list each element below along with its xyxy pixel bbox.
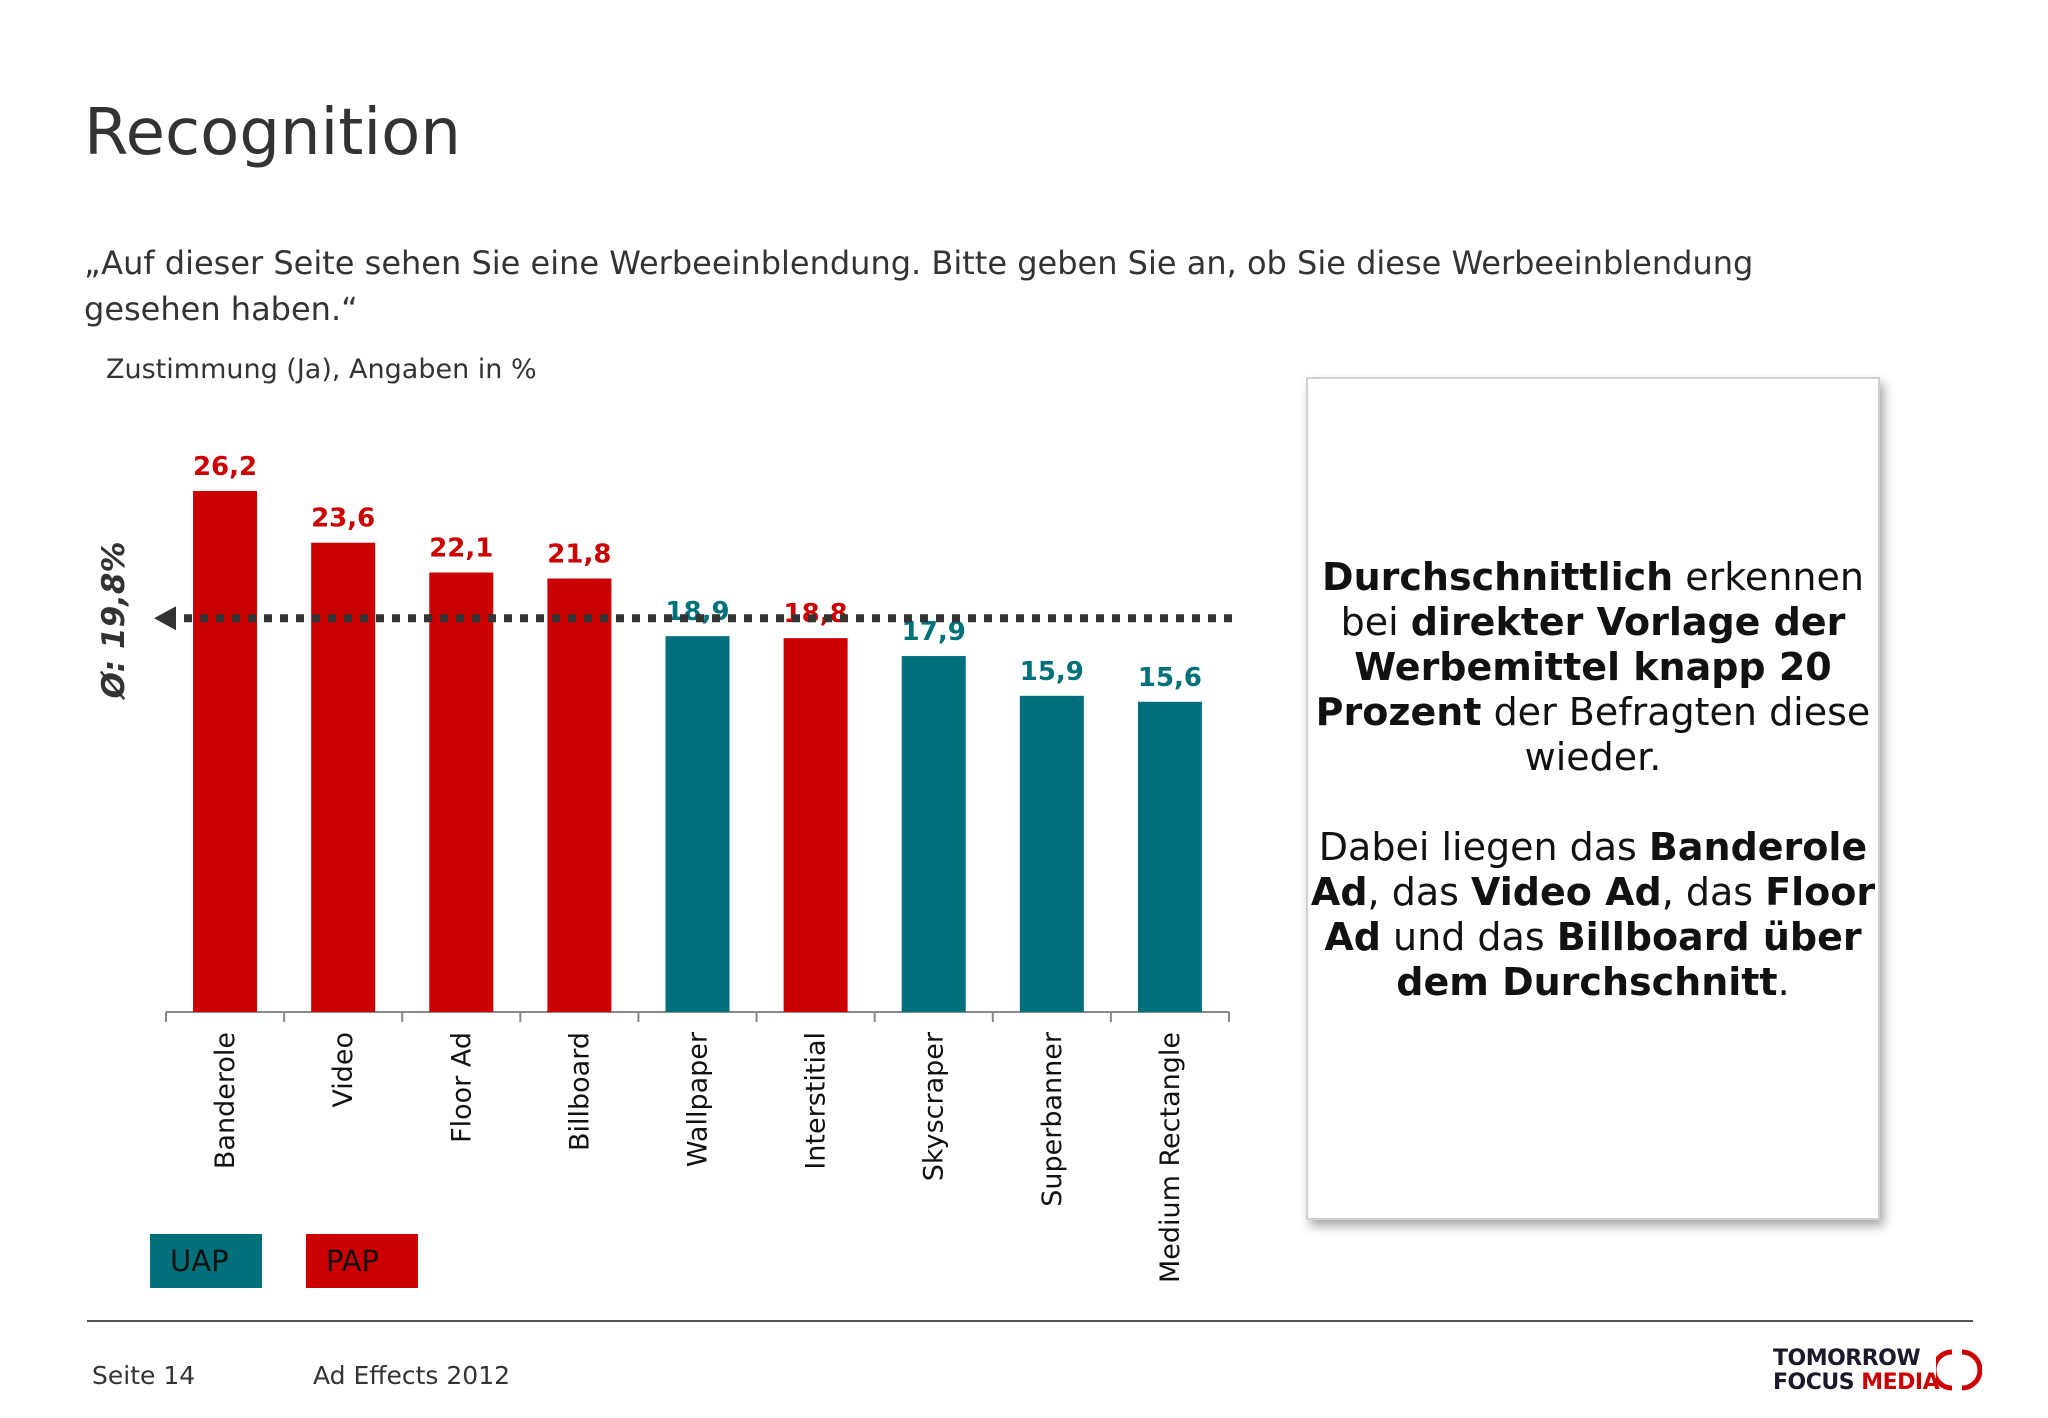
- legend-pap: PAP: [306, 1234, 418, 1288]
- bar-skyscraper: [901, 656, 966, 1012]
- unit-note: Zustimmung (Ja), Angaben in %: [106, 354, 537, 385]
- bar-interstitial: [783, 638, 848, 1012]
- info-p2-run-0: Dabei liegen das: [1318, 825, 1649, 869]
- x-tick-label: Skyscraper: [919, 1031, 950, 1181]
- info-p2-run-8: .: [1777, 960, 1790, 1004]
- logo-word-focus: FOCUS: [1773, 1370, 1862, 1395]
- info-p2-run-6: und das: [1380, 915, 1557, 959]
- logo-word-media: MEDIA: [1861, 1370, 1940, 1395]
- info-paragraph-2: Dabei liegen das Banderole Ad, das Video…: [1308, 825, 1878, 1005]
- info-p1-run-1: erkennen bei: [1340, 555, 1864, 644]
- x-tick-label: Medium Rectangle: [1155, 1032, 1186, 1283]
- bar-banderole: [193, 491, 258, 1012]
- info-p2-run-4: , das: [1661, 870, 1766, 914]
- bar-value-label: 22,1: [429, 534, 493, 564]
- x-tick-label: Wallpaper: [683, 1031, 714, 1167]
- x-tick-label: Superbanner: [1037, 1031, 1068, 1207]
- info-p1-run-0: Durchschnittlich: [1322, 555, 1674, 599]
- info-paragraph-1: Durchschnittlich erkennen bei direkter V…: [1308, 555, 1878, 780]
- bar-floor-ad: [429, 572, 494, 1012]
- x-tick-label: Video: [328, 1032, 359, 1108]
- bar-value-label: 18,8: [784, 599, 848, 629]
- info-p2-run-3: Video Ad: [1471, 870, 1662, 914]
- info-p1-run-3: der Befragten diese wieder.: [1481, 690, 1871, 779]
- page-title: Recognition: [84, 96, 461, 170]
- bar-billboard: [547, 578, 612, 1012]
- average-arrow-icon: [154, 606, 176, 631]
- survey-question: „Auf dieser Seite sehen Sie eine Werbeei…: [84, 244, 1754, 328]
- bar-superbanner: [1019, 695, 1084, 1012]
- info-p1-run-2: direkter Vorlage der Werbemittel knapp 2…: [1315, 600, 1846, 734]
- x-tick-label: Interstitial: [801, 1032, 832, 1170]
- bar-value-label: 15,9: [1020, 657, 1084, 687]
- bar-value-label: 18,9: [665, 597, 729, 627]
- info-p2-run-1: Banderole Ad: [1310, 825, 1868, 914]
- info-text: Durchschnittlich erkennen bei direkter V…: [1308, 555, 1878, 1005]
- footer-divider: [87, 1320, 1973, 1322]
- bar-medium-rectangle: [1137, 701, 1202, 1012]
- x-tick-label: Billboard: [564, 1032, 595, 1151]
- bar-value-label: 15,6: [1138, 663, 1202, 693]
- logo-line-2: FOCUS MEDIA: [1773, 1370, 1940, 1395]
- info-p2-run-7: Billboard über dem Durchschnitt: [1396, 915, 1862, 1004]
- footer-page-number: Seite 14: [92, 1361, 196, 1390]
- x-tick-label: Floor Ad: [446, 1032, 477, 1143]
- bar-video: [311, 542, 376, 1012]
- logo-arc-icon: [1936, 1349, 1982, 1391]
- logo-line-1: TOMORROW: [1773, 1346, 1921, 1371]
- info-p2-run-2: , das: [1367, 870, 1471, 914]
- bar-value-label: 23,6: [311, 504, 375, 534]
- footer-event: Ad Effects 2012: [313, 1361, 511, 1390]
- bar-value-label: 21,8: [547, 539, 611, 569]
- legend-uap: UAP: [150, 1234, 262, 1288]
- company-logo: TOMORROW FOCUS MEDIA: [1773, 1346, 1983, 1396]
- average-label: Ø: 19,8%: [96, 541, 132, 700]
- bar-value-label: 26,2: [193, 452, 257, 482]
- info-box: Durchschnittlich erkennen bei direkter V…: [1306, 377, 1880, 1220]
- info-p2-run-5: Floor Ad: [1324, 870, 1876, 959]
- x-tick-label: Banderole: [210, 1032, 241, 1169]
- bar-wallpaper: [665, 636, 730, 1012]
